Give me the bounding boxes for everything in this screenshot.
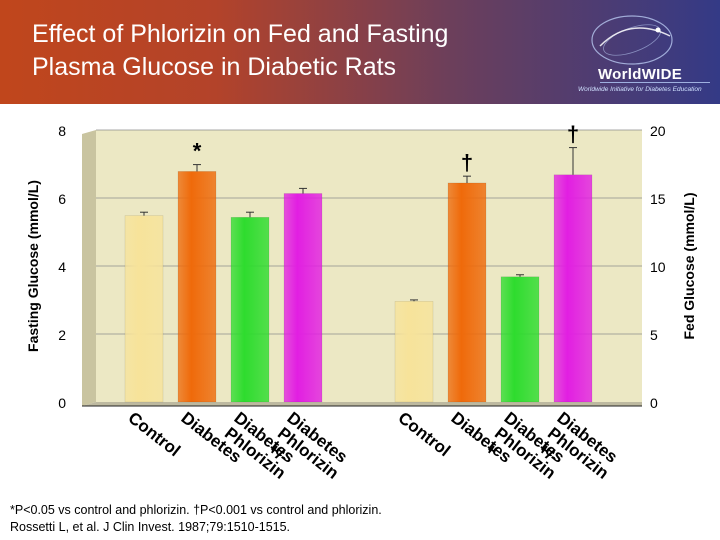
y-left-tick-label: 6	[58, 191, 66, 207]
plot-floor	[82, 402, 642, 406]
bar-diabetes-right	[447, 182, 487, 403]
y-left-tick-label: 0	[58, 395, 66, 411]
significance-marker: *	[193, 139, 202, 164]
plot-side-wall	[82, 130, 96, 406]
logo-divider	[600, 82, 710, 83]
bar-phlorizin-right	[500, 276, 540, 403]
significance-marker: †	[461, 150, 473, 175]
category-label: Control	[395, 408, 454, 460]
footnote: *P<0.05 vs control and phlorizin. †P<0.0…	[10, 502, 382, 536]
citation-text: Rossetti L, et al. J Clin Invest. 1987;7…	[10, 520, 291, 534]
bar-control-left	[124, 215, 164, 403]
y-right-tick-label: 10	[650, 259, 666, 275]
logo-tagline: Worldwide Initiative for Diabetes Educat…	[578, 86, 702, 93]
y-left-tick-label: 4	[58, 259, 66, 275]
title-line-2: Plasma Glucose in Diabetic Rats	[32, 53, 397, 81]
y-left-tick-label: 8	[58, 123, 66, 139]
bar-chart: 0 2 4 6 8 0 5 10 15 20 Fasting Glucose (mmol/L) Fed…	[25, 122, 697, 497]
y-left-tick-label: 2	[58, 327, 66, 343]
slide-title: Effect of Phlorizin on Fed and Fasting P…	[32, 18, 448, 84]
significance-note: *P<0.05 vs control and phlorizin. †P<0.0…	[10, 503, 382, 517]
title-line-1: Effect of Phlorizin on Fed and Fasting	[32, 20, 449, 48]
y-right-tick-label: 5	[650, 327, 658, 343]
y-axis-right-label: Fed Glucose (mmol/L)	[681, 192, 697, 339]
globe-swirl-icon	[591, 15, 673, 65]
citation: Rossetti L, et al. J Clin Invest. 1987;7…	[10, 519, 382, 536]
significance-marker: †	[567, 122, 579, 147]
bar-control-right	[394, 301, 434, 403]
category-label: Control	[125, 408, 184, 460]
bar-phlorizin-plus-left	[283, 193, 323, 403]
y-axis-left-label: Fasting Glucose (mmol/L)	[25, 180, 41, 352]
y-right-tick-label: 20	[650, 123, 666, 139]
y-right-tick-label: 0	[650, 395, 658, 411]
header-banner: Effect of Phlorizin on Fed and Fasting P…	[0, 0, 720, 104]
bar-phlorizin-left	[230, 217, 270, 403]
bar-phlorizin-plus-right	[553, 174, 593, 403]
category-label: DiabetesPhlorizin+/-	[531, 408, 623, 497]
logo-name: WorldWIDE	[598, 66, 683, 83]
y-right-tick-label: 15	[650, 191, 666, 207]
bar-diabetes-left	[177, 171, 217, 403]
category-label: DiabetesPhlorizin+/-	[261, 408, 353, 497]
